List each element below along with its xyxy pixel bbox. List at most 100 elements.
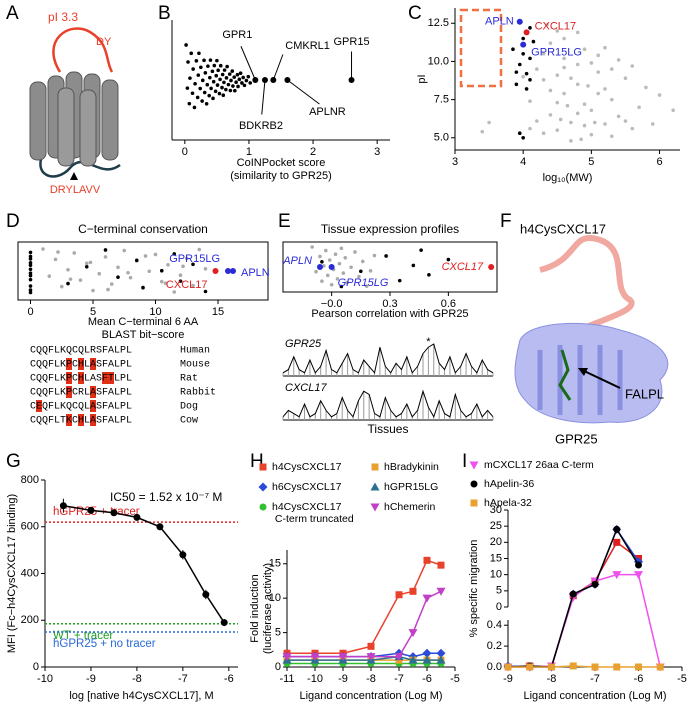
- point: [535, 119, 539, 123]
- marker: [408, 655, 418, 664]
- highlight: [66, 386, 72, 398]
- arrowhead: [578, 368, 588, 376]
- point: [141, 285, 145, 290]
- point: [116, 275, 120, 279]
- profile-line: [282, 343, 494, 374]
- reference-label: hGPR25 + no tracer: [53, 638, 156, 650]
- point: [411, 263, 416, 268]
- point: [172, 252, 177, 256]
- tail-label: DY: [96, 36, 112, 48]
- point: [134, 258, 139, 263]
- point: [610, 67, 614, 71]
- point: [56, 250, 60, 254]
- point: [596, 53, 600, 58]
- legend-marker: [370, 503, 380, 512]
- point: [28, 261, 33, 265]
- sequence: CEQFLKQCQLASFALPL: [30, 402, 132, 413]
- panel-label: B: [158, 3, 171, 24]
- series-line: [63, 504, 225, 623]
- y-axis-label: Fold induction: [249, 574, 261, 643]
- marker: [110, 509, 118, 517]
- panel-label: D: [6, 211, 20, 232]
- point: [28, 263, 33, 268]
- x-axis-label: Mean C−terminal 6 AA: [88, 316, 199, 328]
- point: [528, 26, 532, 30]
- x-axis-label: Pearson correlation with GPR25: [311, 308, 468, 320]
- point: [68, 277, 73, 281]
- marker: [179, 551, 187, 559]
- point: [196, 73, 201, 77]
- point: [184, 256, 189, 261]
- x-tick-label: -8: [547, 673, 557, 685]
- point: [248, 81, 253, 85]
- pi-label: pI 3.3: [48, 10, 78, 24]
- panel-chart: Tissue expression profiles −0.0 0.3 0.6Pear…: [282, 222, 498, 320]
- sequence: CQQFLKPCRLASFALPL: [30, 388, 132, 399]
- point: [349, 265, 353, 270]
- point: [446, 257, 451, 262]
- connector: [240, 46, 256, 81]
- legend-label: mCXCL17 26aa C-term: [484, 459, 594, 471]
- point: [224, 76, 229, 80]
- sequence: CQQFLTKCHLASFALPL: [30, 416, 132, 427]
- point: [562, 65, 566, 70]
- point: [535, 67, 539, 71]
- point: [558, 117, 563, 122]
- point: [368, 269, 373, 273]
- point: [644, 85, 648, 90]
- reference-label: WT + tracer: [53, 630, 113, 642]
- reference-label: hGPR25 + tracer: [53, 506, 140, 518]
- point: [178, 273, 183, 278]
- panel-chart: 0 1 2 3 CoINPocket score(similarity to GPR25…: [171, 20, 390, 182]
- point: [203, 267, 208, 271]
- labeled-point: [230, 268, 236, 274]
- highlight: [66, 414, 72, 426]
- point: [84, 261, 89, 266]
- x-tick-label: -11: [279, 673, 294, 685]
- point: [199, 65, 203, 70]
- point-label: APLN: [282, 255, 312, 267]
- point-label: GPR15: [333, 36, 369, 48]
- point: [210, 69, 215, 74]
- marker: [548, 663, 555, 671]
- point: [211, 96, 215, 101]
- point: [209, 86, 213, 91]
- y-axis-label: MFI (Fc−h4CysCXCL17 binding): [6, 494, 18, 653]
- marker: [409, 587, 417, 595]
- x-tick-label: 0.6: [441, 298, 456, 310]
- labeled-point: [328, 264, 335, 270]
- point: [215, 58, 219, 63]
- marker: [613, 663, 621, 671]
- x-axis-label: Ligand concentration (Log M): [299, 690, 442, 702]
- x-tick-label: 10: [149, 306, 161, 318]
- point: [159, 268, 164, 273]
- highlight: [108, 372, 114, 384]
- point: [221, 93, 226, 97]
- point: [514, 70, 519, 74]
- marker: [202, 591, 210, 599]
- point: [562, 56, 566, 61]
- point: [28, 271, 33, 275]
- point: [623, 76, 628, 81]
- motif-label: DRYLAVV: [50, 184, 101, 196]
- legend-marker: [259, 463, 267, 471]
- point: [194, 59, 199, 63]
- labeled-point: [316, 264, 323, 270]
- y-tick-label: 5: [275, 626, 281, 638]
- x-tick-label: -8: [366, 673, 376, 685]
- x-tick-label: -7: [394, 673, 404, 685]
- point: [225, 64, 229, 69]
- y-tick-label: 0: [496, 601, 502, 613]
- x-tick-label: -9: [338, 673, 348, 685]
- point: [208, 58, 213, 62]
- point: [397, 278, 402, 283]
- legend-label: hChemerin: [384, 501, 436, 513]
- point: [122, 248, 127, 253]
- legend-label: hApelin-36: [484, 478, 534, 490]
- panel-chart: 3 4 5 6 log₁₀(MW) 5.0 7.5 10.0 12.5 pI APLN CXCL17 G…: [416, 8, 680, 184]
- marker: [310, 653, 320, 662]
- x-tick-label: -6: [634, 673, 644, 685]
- point: [528, 126, 532, 131]
- point: [610, 97, 614, 102]
- point: [192, 105, 197, 110]
